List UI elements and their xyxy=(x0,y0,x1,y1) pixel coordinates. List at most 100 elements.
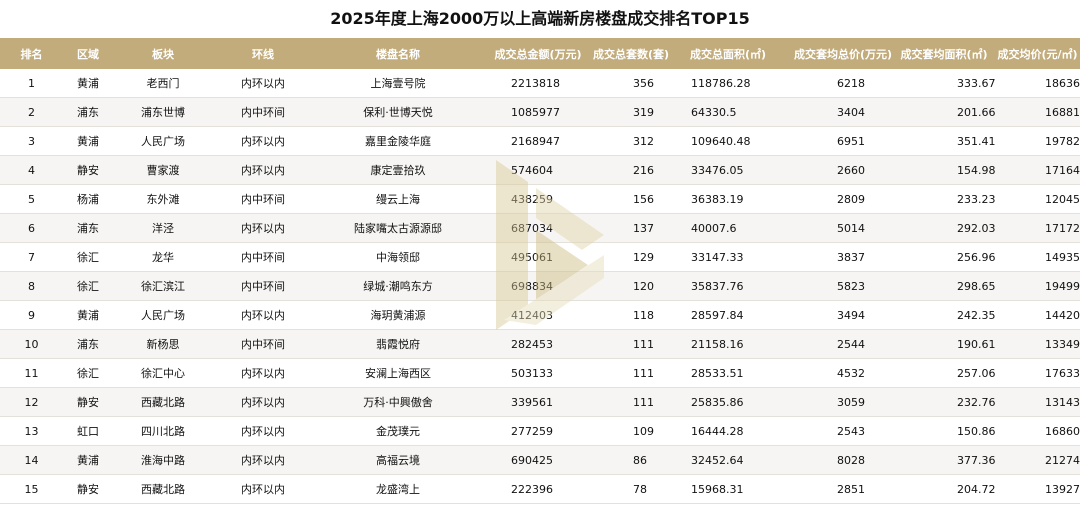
table-cell: 徐汇滨江 xyxy=(113,271,213,301)
table-cell: 222396 xyxy=(483,474,593,504)
table-cell: 25835.86 xyxy=(663,387,793,417)
table-cell: 康定壹拾玖 xyxy=(313,155,483,185)
table-row: 12 静安 西藏北路 内环以内 万科·中興傲舍 339561 111 25835.86 3059… xyxy=(0,387,1080,417)
table-cell: 319 xyxy=(593,97,663,127)
table-cell: 3404 xyxy=(793,97,893,127)
table-cell: 3494 xyxy=(793,300,893,330)
table-cell: 高福云境 xyxy=(313,445,483,475)
table-cell: 11 xyxy=(0,358,63,388)
table-cell: 4532 xyxy=(793,358,893,388)
table-cell: 浦东 xyxy=(63,329,113,359)
table-cell: 154.98 xyxy=(893,155,995,185)
table-cell: 徐汇 xyxy=(63,242,113,272)
table-cell: 109640.48 xyxy=(663,126,793,156)
table-cell: 内环以内 xyxy=(213,300,313,330)
table-cell: 龙华 xyxy=(113,242,213,272)
table-title: 2025年度上海2000万以上高端新房楼盘成交排名TOP15 xyxy=(330,9,750,28)
table-cell: 1085977 xyxy=(483,97,593,127)
table-cell: 1 xyxy=(0,69,63,98)
table-cell: 64330.5 xyxy=(663,97,793,127)
table-row: 2 浦东 浦东世博 内中环间 保利·世博天悦 1085977 319 64330.5 3404 2… xyxy=(0,97,1080,127)
table-cell: 503133 xyxy=(483,358,593,388)
table-cell: 四川北路 xyxy=(113,416,213,446)
table-cell: 6951 xyxy=(793,126,893,156)
table-cell: 3 xyxy=(0,126,63,156)
table-cell: 6 xyxy=(0,213,63,243)
table-cell: 111 xyxy=(593,387,663,417)
table-cell: 内环以内 xyxy=(213,213,313,243)
table-cell: 412403 xyxy=(483,300,593,330)
table-body: 1 黄浦 老西门 内环以内 上海壹号院 2213818 356 118786.28 6218 33… xyxy=(0,69,1080,504)
column-header: 环线 xyxy=(213,38,313,69)
table-cell: 内环以内 xyxy=(213,387,313,417)
table-cell: 292.03 xyxy=(893,213,995,243)
table-cell: 内环以内 xyxy=(213,474,313,504)
table-cell: 333.67 xyxy=(893,69,995,98)
table-cell: 5823 xyxy=(793,271,893,301)
table-cell: 257.06 xyxy=(893,358,995,388)
column-header: 成交套均总价(万元) xyxy=(793,38,893,69)
table-cell: 120 xyxy=(593,271,663,301)
table-cell: 内环以内 xyxy=(213,126,313,156)
table-cell: 淮海中路 xyxy=(113,445,213,475)
table-cell: 356 xyxy=(593,69,663,98)
table-cell: 144208 xyxy=(995,300,1080,330)
table-cell: 人民广场 xyxy=(113,300,213,330)
table-cell: 陆家嘴太古源源邸 xyxy=(313,213,483,243)
table-cell: 徐汇中心 xyxy=(113,358,213,388)
table-row: 14 黄浦 淮海中路 内环以内 高福云境 690425 86 32452.64 8028 377.… xyxy=(0,445,1080,475)
table-cell: 黄浦 xyxy=(63,126,113,156)
table-cell: 156 xyxy=(593,184,663,214)
table-cell: 黄浦 xyxy=(63,445,113,475)
table-cell: 21158.16 xyxy=(663,329,793,359)
column-header: 成交均价(元/㎡) xyxy=(995,38,1080,69)
table-cell: 15968.31 xyxy=(663,474,793,504)
header-row: 排名 区域 板块 环线 楼盘名称 成交总金额(万元) 成交总套数(套) 成交总面积(㎡) 成交套… xyxy=(0,38,1080,69)
table-cell: 2 xyxy=(0,97,63,127)
table-cell: 204.72 xyxy=(893,474,995,504)
table-cell: 242.35 xyxy=(893,300,995,330)
table-cell: 内中环间 xyxy=(213,271,313,301)
table-cell: 12 xyxy=(0,387,63,417)
table-row: 9 黄浦 人民广场 内环以内 海玥黄浦源 412403 118 28597.84 3494 242… xyxy=(0,300,1080,330)
table-cell: 14 xyxy=(0,445,63,475)
table-row: 1 黄浦 老西门 内环以内 上海壹号院 2213818 356 118786.28 6218 33… xyxy=(0,69,1080,98)
table-cell: 690425 xyxy=(483,445,593,475)
table-row: 5 杨浦 东外滩 内中环间 缦云上海 438259 156 36383.19 2809 233.2… xyxy=(0,184,1080,214)
table-cell: 339561 xyxy=(483,387,593,417)
table-cell: 78 xyxy=(593,474,663,504)
table-cell: 131430 xyxy=(995,387,1080,417)
table-cell: 33476.05 xyxy=(663,155,793,185)
table-cell: 内中环间 xyxy=(213,97,313,127)
table-cell: 15 xyxy=(0,474,63,504)
table-cell: 静安 xyxy=(63,155,113,185)
table-cell: 3837 xyxy=(793,242,893,272)
table-cell: 171725 xyxy=(995,213,1080,243)
column-header: 成交总面积(㎡) xyxy=(663,38,793,69)
table-cell: 36383.19 xyxy=(663,184,793,214)
column-header: 楼盘名称 xyxy=(313,38,483,69)
table-cell: 133496 xyxy=(995,329,1080,359)
table-cell: 111 xyxy=(593,329,663,359)
table-cell: 3059 xyxy=(793,387,893,417)
table-cell: 内环以内 xyxy=(213,416,313,446)
table-cell: 9 xyxy=(0,300,63,330)
table-row: 3 黄浦 人民广场 内环以内 嘉里金陵华庭 2168947 312 109640.48 6951… xyxy=(0,126,1080,156)
table-cell: 118 xyxy=(593,300,663,330)
table-row: 7 徐汇 龙华 内中环间 中海领邸 495061 129 33147.33 3837 256.96… xyxy=(0,242,1080,272)
table-cell: 10 xyxy=(0,329,63,359)
table-cell: 6218 xyxy=(793,69,893,98)
table-cell: 5 xyxy=(0,184,63,214)
table-cell: 351.41 xyxy=(893,126,995,156)
table-cell: 龙盛湾上 xyxy=(313,474,483,504)
table-cell: 197823 xyxy=(995,126,1080,156)
table-row: 11 徐汇 徐汇中心 内环以内 安澜上海西区 503133 111 28533.51 4532 2… xyxy=(0,358,1080,388)
table-row: 6 浦东 洋泾 内环以内 陆家嘴太古源源邸 687034 137 40007.6 5014 292… xyxy=(0,213,1080,243)
table-row: 15 静安 西藏北路 内环以内 龙盛湾上 222396 78 15968.31 2851 204.… xyxy=(0,474,1080,504)
table-cell: 2544 xyxy=(793,329,893,359)
table-cell: 金茂璞元 xyxy=(313,416,483,446)
table-cell: 28533.51 xyxy=(663,358,793,388)
table-cell: 内中环间 xyxy=(213,184,313,214)
